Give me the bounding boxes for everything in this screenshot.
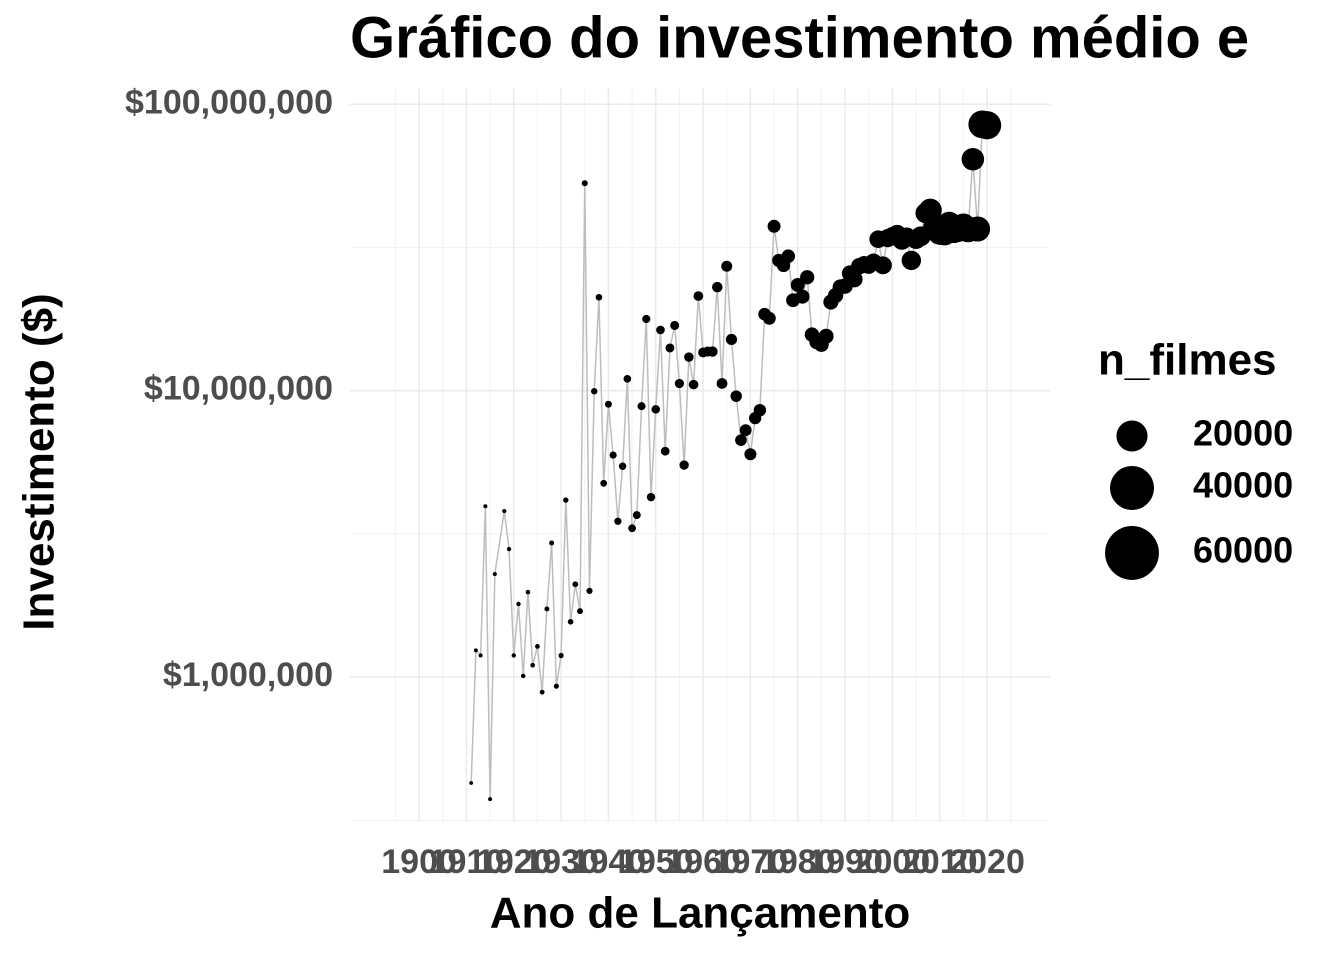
- point: [492, 571, 497, 577]
- legend-title: n_filmes: [1098, 336, 1277, 385]
- point: [961, 147, 985, 171]
- point: [502, 508, 507, 514]
- point: [651, 405, 661, 414]
- point: [591, 388, 598, 395]
- point: [572, 581, 579, 588]
- point: [637, 402, 646, 411]
- legend-label: 60000: [1193, 530, 1293, 571]
- point: [539, 689, 545, 695]
- connecting-line: [470, 123, 988, 800]
- legend-label: 40000: [1193, 465, 1293, 506]
- point: [679, 460, 689, 470]
- legend-label: 20000: [1193, 413, 1293, 454]
- point: [478, 653, 483, 658]
- point: [586, 587, 593, 595]
- point: [721, 260, 733, 272]
- chart-title: Gráfico do investimento médio e: [350, 5, 1249, 70]
- point: [473, 648, 478, 653]
- point: [767, 219, 781, 233]
- point: [674, 378, 685, 389]
- point: [660, 446, 670, 456]
- point: [762, 311, 776, 325]
- point: [535, 644, 540, 649]
- x-tick-label: 1900: [381, 843, 457, 881]
- point: [563, 497, 569, 503]
- point: [965, 216, 991, 242]
- point: [646, 492, 656, 502]
- point: [739, 424, 752, 437]
- x-tick-label: 2010: [902, 843, 978, 881]
- point: [753, 403, 767, 417]
- point: [735, 434, 747, 446]
- legend-symbol: [1105, 526, 1159, 580]
- x-tick-label: 1990: [807, 843, 883, 881]
- x-tick-label: 1930: [523, 843, 599, 881]
- point: [642, 314, 651, 324]
- point: [544, 606, 550, 612]
- point: [618, 462, 627, 470]
- x-tick-label: 2000: [855, 843, 931, 881]
- x-tick-label: 1960: [665, 843, 741, 881]
- point: [567, 619, 574, 625]
- x-tick-label: 1950: [618, 843, 694, 881]
- point: [744, 448, 757, 461]
- y-tick-label: $1,000,000: [163, 656, 333, 694]
- x-axis-title: Ano de Lançamento: [490, 889, 911, 938]
- x-tick-label: 2020: [949, 843, 1025, 881]
- point: [707, 346, 718, 357]
- point: [725, 333, 738, 346]
- point: [553, 683, 559, 689]
- point: [609, 451, 617, 459]
- point: [693, 291, 704, 301]
- point: [469, 781, 474, 785]
- point: [656, 325, 665, 335]
- point: [688, 379, 699, 390]
- point: [846, 271, 863, 288]
- x-tick-label: 1980: [760, 843, 836, 881]
- x-tick-label: 1970: [713, 843, 789, 881]
- point: [595, 293, 603, 301]
- point: [549, 540, 555, 546]
- point: [684, 352, 694, 362]
- point: [818, 328, 834, 344]
- point: [488, 797, 493, 802]
- point: [600, 479, 608, 487]
- y-axis-title: Investimento ($): [15, 293, 64, 630]
- point: [800, 270, 815, 285]
- y-tick-label: $10,000,000: [144, 370, 333, 408]
- point: [873, 256, 892, 275]
- point: [781, 249, 796, 263]
- point: [516, 601, 521, 607]
- x-tick-label: 1910: [429, 843, 505, 881]
- point: [483, 504, 488, 509]
- legend-symbol: [1110, 466, 1154, 510]
- point: [972, 111, 1002, 140]
- legend-symbol: [1116, 420, 1148, 452]
- x-tick-label: 1920: [476, 843, 552, 881]
- point: [716, 378, 728, 389]
- point: [628, 524, 636, 533]
- point: [623, 375, 632, 383]
- point: [632, 511, 641, 520]
- point: [795, 289, 810, 304]
- point: [730, 390, 742, 402]
- point: [901, 250, 922, 271]
- point: [670, 320, 680, 330]
- point: [520, 673, 526, 679]
- point: [665, 343, 675, 353]
- point: [525, 589, 531, 595]
- point: [711, 281, 723, 293]
- point: [530, 662, 536, 668]
- point: [581, 180, 588, 187]
- point: [614, 517, 622, 525]
- x-tick-label: 1940: [571, 843, 647, 881]
- point: [506, 546, 512, 552]
- point: [558, 652, 564, 659]
- y-tick-label: $100,000,000: [125, 83, 333, 121]
- point: [790, 278, 805, 292]
- point: [604, 400, 612, 408]
- point: [577, 608, 583, 615]
- point: [511, 653, 516, 658]
